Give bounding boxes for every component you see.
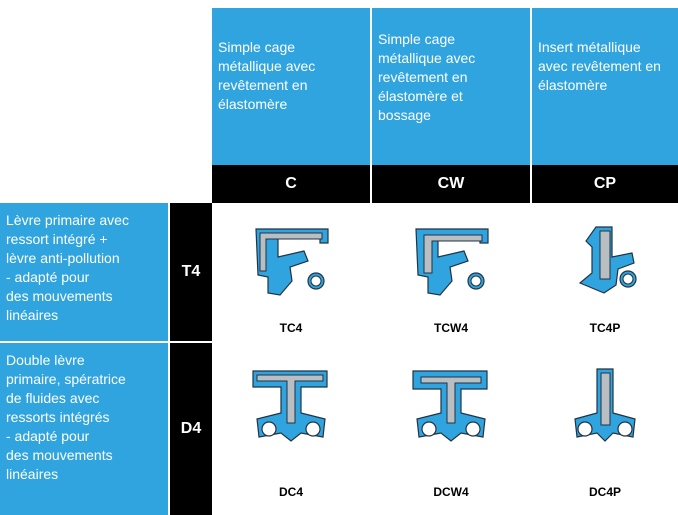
item-label: TCW4 (434, 321, 468, 335)
seal-cell: DC4P (532, 343, 678, 515)
seal-drawing (578, 226, 637, 294)
seal-cell: TCW4 (372, 203, 530, 341)
seal-cell: TC4 (212, 203, 370, 341)
column-code: CP (532, 165, 678, 203)
row-description: Double lèvre primaire, spératrice de flu… (0, 343, 168, 515)
column-description: Simple cage métallique avec revêtement e… (372, 8, 530, 165)
item-label: DC4P (588, 485, 621, 499)
item-label: DCW4 (433, 485, 469, 499)
seal-cell: TC4P (532, 203, 678, 341)
row-description: Lèvre primaire avec ressort intégré + lè… (0, 203, 168, 341)
item-label: DC4 (278, 485, 303, 499)
seal-drawing (255, 228, 329, 296)
item-label: TC4 (279, 321, 303, 335)
item-label: TC4P (589, 321, 621, 335)
column-code: CW (372, 165, 530, 203)
column-description: Insert métallique avec revêtement en éla… (532, 8, 678, 165)
column-code: C (212, 165, 370, 203)
seal-cell: DCW4 (372, 343, 530, 515)
seal-drawing (574, 368, 636, 442)
column-description: Simple cage métallique avec revêtement e… (212, 8, 370, 165)
seal-drawing (415, 228, 489, 296)
row-code: D4 (170, 343, 212, 515)
seal-drawing (252, 370, 328, 442)
seal-cell: DC4 (212, 343, 370, 515)
seal-drawing (412, 370, 488, 442)
row-code: T4 (170, 203, 212, 341)
